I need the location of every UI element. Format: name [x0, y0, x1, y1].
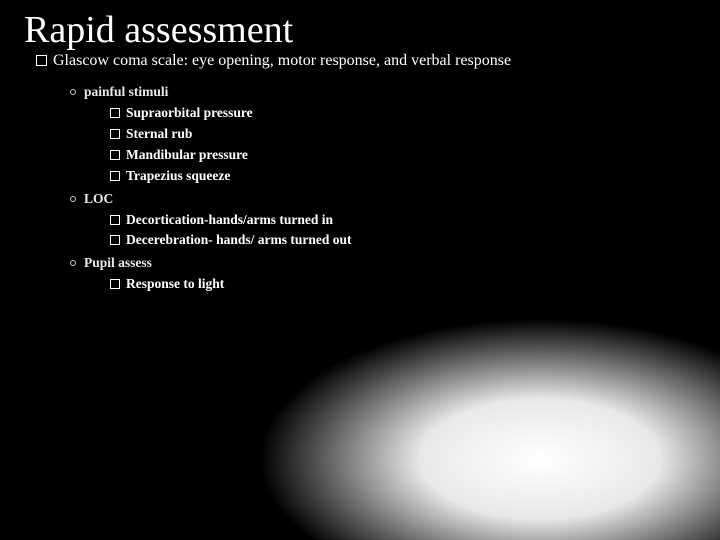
checkbox-icon [110, 279, 120, 289]
item-text: Sternal rub [126, 126, 192, 141]
ring-bullet-icon [70, 89, 76, 95]
list-item: Response to light [110, 274, 352, 295]
item-text: Mandibular pressure [126, 147, 248, 162]
list-item: Supraorbital pressure [110, 103, 352, 124]
group-label: Pupil assess [84, 255, 152, 270]
item-text: Decortication-hands/arms turned in [126, 212, 333, 227]
ring-bullet-icon [70, 260, 76, 266]
group-header: LOC [70, 189, 352, 210]
group-label: LOC [84, 191, 113, 206]
level1-bullet: Glascow coma scale: eye opening, motor r… [36, 52, 710, 70]
item-text: Response to light [126, 276, 224, 291]
checkbox-icon [110, 129, 120, 139]
content-block: painful stimuli Supraorbital pressure St… [70, 80, 352, 295]
checkbox-icon [110, 215, 120, 225]
checkbox-icon [110, 235, 120, 245]
checkbox-icon [110, 150, 120, 160]
ring-bullet-icon [70, 196, 76, 202]
list-item: Decerebration- hands/ arms turned out [110, 230, 352, 251]
item-text: Trapezius squeeze [126, 168, 230, 183]
checkbox-icon [110, 171, 120, 181]
group-header: painful stimuli [70, 82, 352, 103]
group-label: painful stimuli [84, 84, 168, 99]
list-item: Trapezius squeeze [110, 166, 352, 187]
checkbox-icon [110, 108, 120, 118]
slide-title: Rapid assessment [24, 8, 293, 52]
list-item: Mandibular pressure [110, 145, 352, 166]
group-header: Pupil assess [70, 253, 352, 274]
item-text: Supraorbital pressure [126, 105, 253, 120]
item-text: Decerebration- hands/ arms turned out [126, 232, 352, 247]
list-item: Sternal rub [110, 124, 352, 145]
level1-text: Glascow coma scale: eye opening, motor r… [53, 52, 511, 69]
slide: Rapid assessment Glascow coma scale: eye… [0, 0, 720, 540]
checkbox-icon [36, 55, 47, 66]
list-item: Decortication-hands/arms turned in [110, 210, 352, 231]
